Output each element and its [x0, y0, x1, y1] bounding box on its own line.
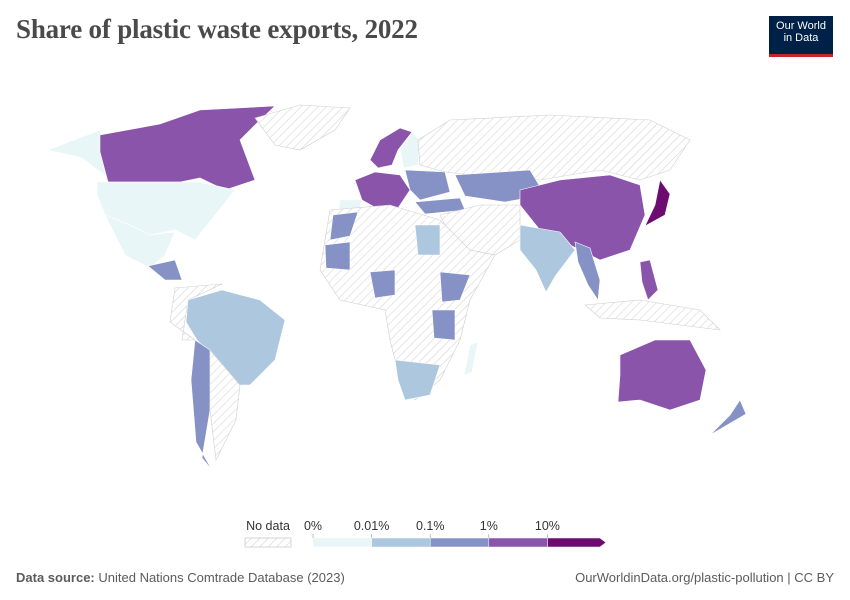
legend-no-data-swatch: [244, 537, 292, 548]
country: [190, 339, 213, 471]
country: [644, 179, 671, 227]
legend-swatch: [488, 537, 548, 548]
legend-swatch: [371, 537, 431, 548]
country: [369, 269, 396, 299]
country: [46, 129, 109, 179]
country: [584, 299, 721, 331]
country: [329, 211, 359, 241]
country: [431, 309, 456, 341]
country: [99, 105, 276, 191]
country: [639, 259, 659, 301]
country: [417, 114, 691, 181]
country: [617, 339, 707, 411]
legend: No data 0% 0.01% 0.1% 1% 10%: [244, 519, 607, 548]
country: [254, 104, 351, 151]
country: [354, 171, 411, 211]
country: [709, 399, 747, 436]
country: [404, 169, 451, 201]
legend-label: 10%: [535, 519, 560, 533]
footer: Data source: United Nations Comtrade Dat…: [16, 570, 834, 585]
url[interactable]: OurWorldinData.org/plastic-pollution | C…: [575, 570, 834, 585]
title: Share of plastic waste exports, 2022: [16, 14, 418, 44]
source-label: Data source:: [16, 570, 95, 585]
country: [369, 127, 413, 169]
country: [574, 241, 601, 301]
legend-swatch: [429, 537, 490, 548]
legend-label: 0.01%: [354, 519, 389, 533]
country: [519, 174, 646, 261]
country: [169, 283, 223, 341]
logo-line: in Data: [783, 32, 819, 44]
countries: [46, 104, 747, 471]
country: [439, 271, 471, 303]
legend-label: 0.1%: [416, 519, 445, 533]
country: [519, 224, 576, 293]
legend-no-data-label: No data: [246, 519, 290, 533]
country: [147, 259, 183, 281]
country: [414, 224, 441, 256]
logo-line: Our World: [776, 20, 826, 32]
legend-label: 1%: [480, 519, 498, 533]
legend-swatch: [312, 537, 372, 548]
legend-swatch: [547, 537, 607, 548]
country: [463, 341, 479, 376]
country: [394, 359, 441, 401]
legend-label: 0%: [304, 519, 322, 533]
country: [104, 214, 176, 269]
country: [324, 241, 351, 271]
logo[interactable]: Our World in Data: [769, 16, 833, 57]
source[interactable]: United Nations Comtrade Database (2023): [98, 570, 345, 585]
country: [185, 289, 286, 386]
